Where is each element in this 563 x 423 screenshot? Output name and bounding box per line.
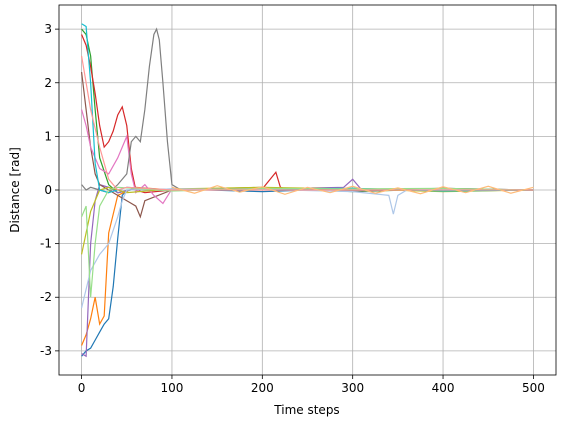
data-line bbox=[171, 185, 534, 195]
y-tick-label: 3 bbox=[44, 22, 52, 36]
y-tick-label: -1 bbox=[40, 237, 52, 251]
data-line bbox=[81, 186, 534, 255]
x-axis-label: Time steps bbox=[273, 403, 339, 417]
x-tick-label: 0 bbox=[78, 381, 86, 395]
y-tick-label: -2 bbox=[40, 290, 52, 304]
x-tick-label: 500 bbox=[522, 381, 545, 395]
data-line bbox=[81, 188, 534, 309]
plot-frame bbox=[58, 4, 557, 376]
data-line bbox=[81, 34, 534, 194]
data-line bbox=[81, 187, 534, 357]
y-tick-label: 1 bbox=[44, 129, 52, 143]
x-tick-label: 200 bbox=[251, 381, 274, 395]
y-tick-label: 0 bbox=[44, 183, 52, 197]
data-line bbox=[80, 55, 534, 191]
y-axis-label: Distance [rad] bbox=[8, 147, 22, 233]
data-line bbox=[80, 71, 534, 219]
data-line bbox=[81, 23, 534, 194]
x-tick-label: 100 bbox=[161, 381, 184, 395]
data-line bbox=[81, 186, 534, 298]
data-line bbox=[81, 178, 534, 358]
data-line bbox=[81, 28, 534, 194]
x-tick-label: 400 bbox=[432, 381, 455, 395]
data-line bbox=[81, 27, 534, 194]
y-tick-label: 2 bbox=[44, 76, 52, 90]
y-tick-label: -3 bbox=[40, 344, 52, 358]
data-line bbox=[81, 186, 534, 346]
x-tick-label: 300 bbox=[341, 381, 364, 395]
